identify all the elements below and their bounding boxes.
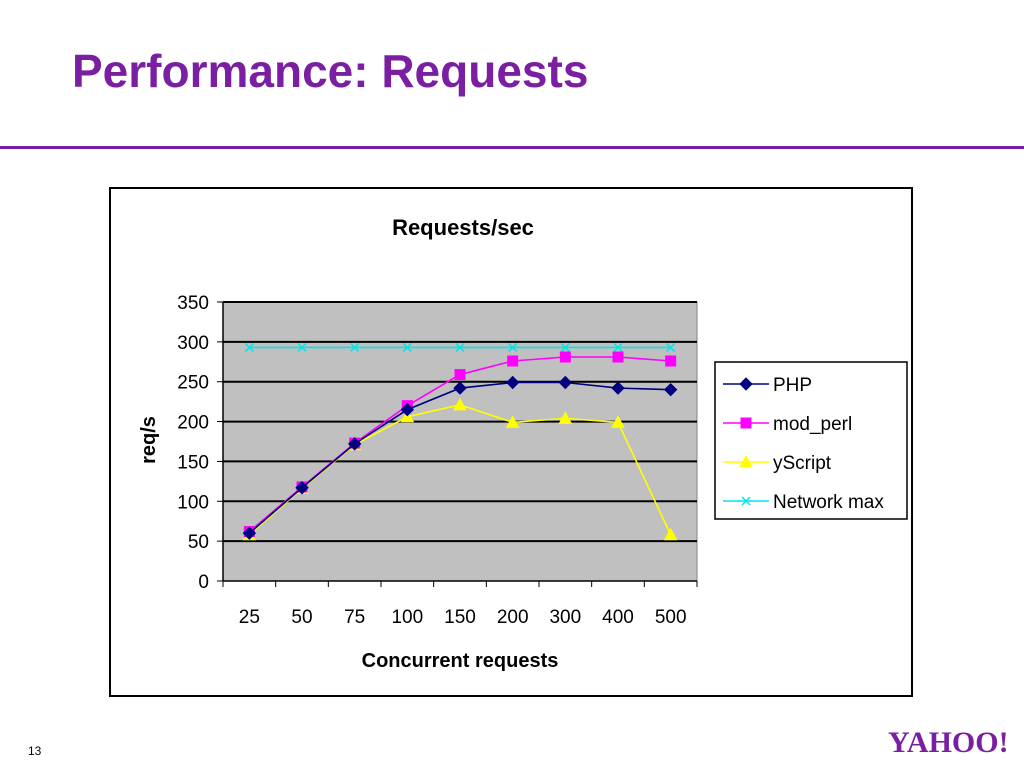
- x-tick-label: 150: [444, 607, 476, 628]
- data-point-network-max: [350, 342, 360, 352]
- data-point-mod-perl: [559, 351, 571, 363]
- x-marker-stroke: [297, 342, 307, 352]
- data-point-yscript: [663, 527, 678, 541]
- legend-marker: [739, 377, 753, 391]
- legend-label: yScript: [773, 453, 832, 474]
- title-divider: [0, 146, 1024, 149]
- y-tick-label: 300: [177, 333, 209, 354]
- data-point-network-max: [402, 342, 412, 352]
- x-marker-stroke: [508, 342, 518, 352]
- y-tick-label: 0: [198, 572, 209, 593]
- x-tick-label: 200: [497, 607, 529, 628]
- x-tick-label: 300: [549, 607, 581, 628]
- requests-chart: Requests/sec Concurrent requests req/s 0…: [138, 215, 908, 672]
- data-point-php: [663, 382, 678, 397]
- y-tick-label: 150: [177, 452, 209, 473]
- data-point-network-max: [455, 342, 465, 352]
- x-marker-stroke: [455, 342, 465, 352]
- data-point-network-max: [508, 342, 518, 352]
- x-tick-label: 50: [291, 607, 312, 628]
- data-point-php: [295, 481, 309, 495]
- legend-label: mod_perl: [773, 414, 852, 435]
- x-marker-stroke: [350, 342, 360, 352]
- data-point-mod-perl: [507, 355, 519, 367]
- legend-marker: [741, 496, 751, 506]
- y-tick-label: 200: [177, 413, 209, 434]
- legend-marker: [740, 417, 752, 429]
- x-marker-stroke: [613, 342, 623, 352]
- y-axis-label: req/s: [138, 416, 160, 464]
- x-tick-label: 75: [344, 607, 365, 628]
- legend-label: PHP: [773, 375, 812, 396]
- x-marker-stroke: [741, 496, 751, 506]
- data-point-mod-perl: [454, 369, 466, 381]
- slide-title: Performance: Requests: [72, 45, 589, 97]
- data-point-yscript: [505, 415, 520, 428]
- chart-frame: Requests/sec Concurrent requests req/s 0…: [109, 187, 913, 697]
- data-point-yscript: [453, 397, 467, 411]
- data-point-network-max: [613, 342, 623, 352]
- data-point-php: [505, 375, 520, 390]
- data-point-yscript: [558, 411, 573, 424]
- data-point-php: [347, 437, 362, 451]
- data-point-mod-perl: [612, 351, 624, 363]
- data-point-network-max: [244, 342, 254, 352]
- data-point-network-max: [297, 342, 307, 352]
- data-point-network-max: [560, 342, 570, 352]
- page-number: 13: [28, 744, 42, 758]
- chart-title: Requests/sec: [392, 215, 534, 240]
- x-axis-label: Concurrent requests: [362, 650, 559, 672]
- y-tick-label: 250: [177, 373, 209, 394]
- x-marker-stroke: [402, 342, 412, 352]
- plot-area: [222, 301, 698, 582]
- x-marker-stroke: [666, 342, 676, 352]
- legend-marker: [739, 454, 753, 468]
- legend-label: Network max: [773, 492, 884, 513]
- yahoo-logo: YAHOO!: [888, 726, 1009, 759]
- data-point-php: [453, 381, 467, 395]
- data-point-network-max: [666, 342, 676, 352]
- data-point-php: [558, 375, 573, 390]
- data-point-yscript: [611, 415, 625, 428]
- y-tick-label: 100: [177, 492, 209, 513]
- x-tick-label: 100: [391, 607, 423, 628]
- data-point-php: [611, 381, 625, 395]
- data-point-php: [400, 402, 415, 417]
- y-tick-label: 350: [177, 293, 209, 314]
- x-tick-label: 25: [239, 607, 260, 628]
- y-tick-label: 50: [188, 532, 209, 553]
- data-point-php: [242, 526, 257, 540]
- x-marker-stroke: [244, 342, 254, 352]
- x-tick-label: 400: [602, 607, 634, 628]
- x-tick-label: 500: [655, 607, 687, 628]
- data-point-mod-perl: [665, 355, 677, 367]
- x-marker-stroke: [560, 342, 570, 352]
